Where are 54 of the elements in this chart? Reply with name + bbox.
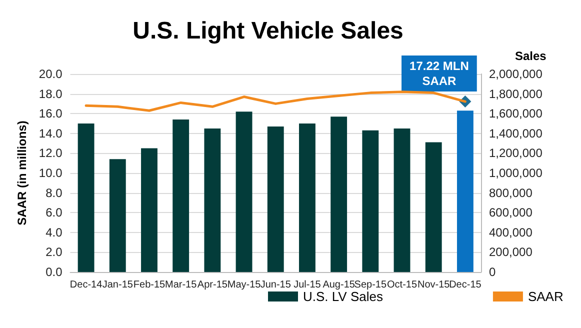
y-tick-label: 18.0 [38, 86, 63, 101]
y2-tick-label: 200,000 [489, 245, 533, 260]
y-tick-label: 12.0 [38, 146, 63, 160]
y-tick-label: 2.0 [46, 245, 63, 260]
y2-tick-label: 600,000 [489, 206, 533, 220]
y2-tick-label: 1,200,000 [489, 146, 543, 160]
x-tick-label: Sep-15 [354, 280, 387, 290]
x-tick-label: Jan-15 [102, 280, 134, 290]
y-tick-label: 10.0 [38, 166, 63, 180]
bar [299, 124, 316, 272]
y2-tick-label: 1,400,000 [489, 126, 543, 140]
y-tick-label: 6.0 [46, 206, 63, 220]
y2-tick-label: 800,000 [489, 186, 533, 200]
bar [267, 126, 284, 272]
x-tick-label: Nov-15 [417, 280, 450, 290]
bar [456, 110, 474, 272]
bar [204, 128, 221, 272]
y-tick-label: 16.0 [38, 106, 63, 121]
x-tick-label: Jun-15 [260, 280, 292, 290]
x-tick-label: Jul-15 [294, 280, 322, 290]
y-tick-label: 20.0 [38, 67, 63, 81]
bar [172, 120, 190, 272]
y2-axis-title: Sales [515, 49, 547, 63]
bar [425, 142, 442, 272]
y-tick-label: 8.0 [46, 186, 63, 200]
y2-tick-label: 1,800,000 [489, 86, 543, 101]
bar [394, 128, 410, 272]
x-tick-label: Oct-15 [387, 280, 418, 290]
bar [362, 130, 379, 272]
x-tick-label: May-15 [227, 280, 262, 290]
y2-tick-label: 1,000,000 [489, 166, 543, 180]
x-tick-label: Aug-15 [322, 280, 356, 290]
annotation: 17.22 MLN SAAR [410, 59, 469, 88]
legend-label: U.S. LV Sales [303, 289, 384, 304]
y2-tick-label: 2,000,000 [489, 67, 543, 81]
y-axis-title: SAAR (in millions) [15, 120, 29, 226]
y2-tick-label: 400,000 [489, 225, 533, 240]
x-tick-label: Dec-14 [70, 280, 103, 290]
y-tick-label: 4.0 [46, 225, 63, 240]
x-tick-label: Dec-15 [449, 280, 482, 290]
bar [78, 124, 94, 272]
y-tick-label: 14.0 [38, 126, 63, 140]
x-tick-label: Mar-15 [164, 280, 198, 290]
bar [330, 116, 348, 272]
x-tick-label: Apr-15 [197, 280, 228, 290]
bar [236, 112, 252, 272]
y2-tick-label: 0 [489, 265, 496, 279]
y-tick-label: 0.0 [46, 265, 63, 279]
y2-tick-label: 1,600,000 [489, 106, 543, 121]
bar [109, 159, 126, 272]
x-tick-label: Feb-15 [133, 280, 166, 290]
legend-label: SAAR [528, 289, 564, 304]
chart-title: U.S. Light Vehicle Sales [132, 18, 404, 44]
bar [141, 148, 158, 272]
